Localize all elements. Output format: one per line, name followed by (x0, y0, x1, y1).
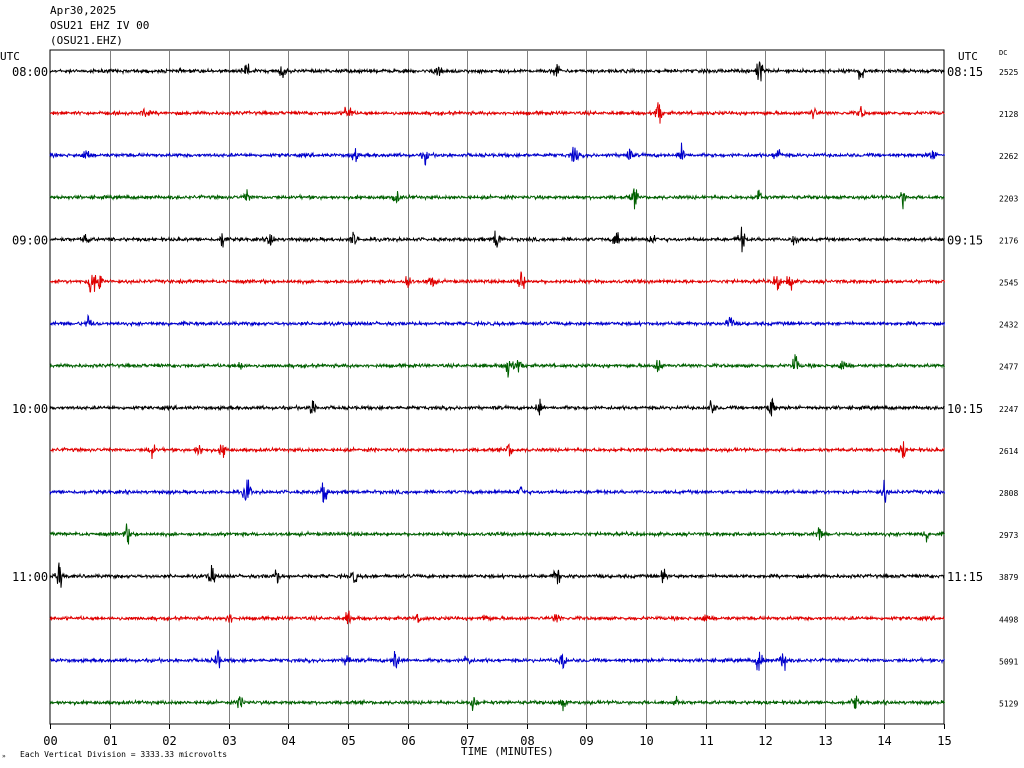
trace-line (49, 188, 945, 210)
plot-frame (49, 49, 945, 725)
x-tick-label: 09 (579, 734, 593, 748)
dc-value-label: 2973 (999, 531, 1018, 540)
trace-line (49, 271, 945, 293)
dc-value-label: 2525 (999, 68, 1018, 77)
row-time-label-right: 10:15 (947, 402, 983, 416)
channel-id: (OSU21.EHZ) (50, 34, 123, 47)
trace-line (49, 102, 945, 124)
x-tick-label: 04 (281, 734, 295, 748)
row-time-label-left: 08:00 (12, 65, 48, 79)
row-time-label-right: 09:15 (947, 233, 983, 247)
dc-value-label: 5129 (999, 700, 1018, 709)
trace-line (49, 523, 945, 545)
x-tick-label: 08 (520, 734, 534, 748)
dc-value-label: 2176 (999, 236, 1018, 245)
x-tick-label: 06 (401, 734, 415, 748)
station-id: OSU21 EHZ IV 00 (50, 19, 150, 32)
row-time-label-right: 11:15 (947, 570, 983, 584)
x-tick-label: 15 (937, 734, 951, 748)
row-time-label-left: 11:00 (12, 570, 48, 584)
x-tick-label: 10 (639, 734, 653, 748)
trace-line (49, 610, 945, 625)
trace-line (49, 695, 945, 712)
dc-column-title: DC (999, 49, 1008, 57)
trace-line (49, 226, 945, 253)
dc-value-label: 2808 (999, 489, 1018, 498)
dc-value-label: 4498 (999, 615, 1018, 624)
x-tick-label: 02 (162, 734, 176, 748)
x-axis-label: TIME (MINUTES) (461, 745, 554, 758)
dc-value-label: 5091 (999, 657, 1018, 666)
plot-date: Apr30,2025 (50, 4, 117, 17)
x-tick-label: 07 (460, 734, 474, 748)
row-time-label-right: 08:15 (947, 65, 983, 79)
trace-line (49, 397, 945, 417)
dc-value-label: 2477 (999, 363, 1018, 372)
x-tick-label: 11 (699, 734, 713, 748)
x-tick-label: 13 (818, 734, 832, 748)
x-tick-label: 01 (103, 734, 117, 748)
x-tick-label: 03 (222, 734, 236, 748)
trace-line (49, 649, 945, 671)
trace-line (49, 562, 945, 588)
dc-value-label: 2545 (999, 279, 1018, 288)
dc-value-label: 2262 (999, 152, 1018, 161)
trace-line (49, 313, 945, 328)
trace-line (49, 354, 945, 378)
trace-line (49, 142, 945, 166)
dc-value-label: 2432 (999, 321, 1018, 330)
x-tick-label: 12 (758, 734, 772, 748)
x-tick-label: 14 (877, 734, 891, 748)
left-axis-title: UTC (0, 50, 20, 63)
footer-mark: » (2, 753, 6, 760)
row-time-label-left: 10:00 (12, 402, 48, 416)
x-tick-label: 05 (341, 734, 355, 748)
scale-note: Each Vertical Division = 3333.33 microvo… (20, 750, 228, 759)
row-time-label-left: 09:00 (12, 233, 48, 247)
trace-line (49, 61, 945, 82)
dc-value-label: 2247 (999, 405, 1018, 414)
right-axis-title: UTC (958, 50, 978, 63)
x-tick-label: 00 (43, 734, 57, 748)
dc-value-label: 2203 (999, 194, 1018, 203)
trace-line (49, 479, 945, 504)
dc-value-label: 2128 (999, 110, 1018, 119)
trace-line (49, 441, 945, 460)
dc-value-label: 2614 (999, 447, 1018, 456)
dc-value-label: 3879 (999, 573, 1018, 582)
